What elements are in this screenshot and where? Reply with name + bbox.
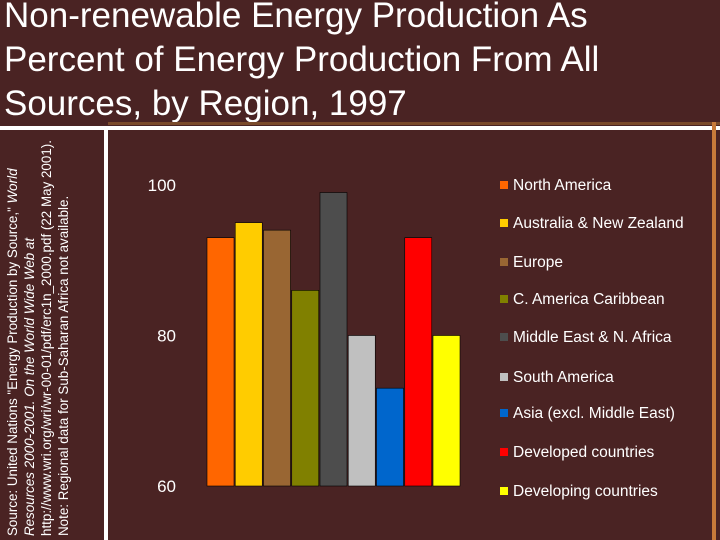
bar (206, 237, 235, 487)
frame-right-bar (712, 122, 716, 540)
legend-item: Developing countries (496, 482, 706, 502)
title-divider (0, 126, 720, 130)
legend-label: Asia (excl. Middle East) (513, 405, 675, 422)
legend-item: Australia & New Zealand (496, 214, 706, 234)
bar (263, 229, 291, 487)
legend-swatch (500, 333, 508, 341)
legend-swatch (500, 487, 508, 495)
chart-title: Non-renewable Energy Production As Perce… (4, 0, 600, 123)
y-tick-label: 60 (157, 477, 176, 496)
sidebar-divider (104, 126, 108, 540)
legend-label: Developed countries (513, 444, 655, 461)
legend-item: South America (496, 368, 706, 388)
legend: North America Australia & New Zealand Euro… (496, 176, 712, 516)
legend-item: Developed countries (496, 443, 706, 463)
bar (404, 237, 433, 487)
legend-label: Australia & New Zealand (513, 215, 684, 232)
legend-item: Middle East & N. Africa (496, 328, 706, 348)
legend-swatch (500, 295, 508, 303)
legend-swatch (500, 219, 508, 227)
bar (376, 387, 404, 487)
legend-swatch (500, 373, 508, 381)
legend-label: South America (513, 369, 614, 386)
bar (319, 192, 348, 487)
legend-label: Europe (513, 254, 563, 271)
y-tick-label: 100 (148, 176, 176, 195)
bar (432, 335, 461, 487)
legend-swatch (500, 258, 508, 266)
y-tick-label: 80 (157, 327, 176, 346)
bar (347, 335, 376, 487)
frame-top-bar (108, 122, 720, 125)
bar (234, 222, 263, 487)
legend-item: C. America Caribbean (496, 290, 706, 310)
legend-swatch (500, 448, 508, 456)
legend-swatch (500, 181, 508, 189)
legend-label: C. America Caribbean (513, 291, 665, 308)
legend-swatch (500, 409, 508, 417)
bar (291, 290, 320, 487)
legend-item: Asia (excl. Middle East) (496, 404, 706, 424)
legend-item: Europe (496, 253, 706, 273)
legend-item: North America (496, 176, 706, 196)
legend-label: North America (513, 177, 612, 194)
legend-label: Developing countries (513, 483, 658, 500)
legend-label: Middle East & N. Africa (513, 329, 672, 346)
